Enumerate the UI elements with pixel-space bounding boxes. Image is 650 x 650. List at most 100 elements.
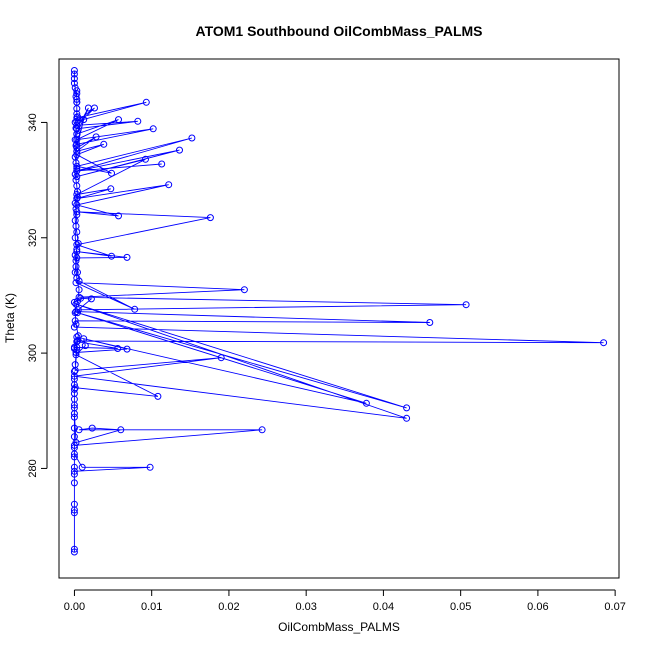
data-point (73, 343, 81, 351)
data-point (72, 222, 80, 230)
data-point (92, 133, 100, 141)
data-point (115, 212, 122, 220)
data-point (72, 176, 80, 184)
data-point (154, 392, 162, 400)
y-tick-label: 280 (27, 459, 39, 477)
data-point (70, 479, 78, 487)
data-point (73, 165, 81, 173)
data-point (75, 426, 83, 434)
y-tick-label: 340 (27, 113, 39, 131)
data-point (87, 295, 95, 303)
data-point (149, 125, 157, 133)
data-point (217, 354, 225, 362)
data-point (71, 268, 79, 276)
data-point (74, 297, 81, 305)
data-point (75, 286, 83, 294)
data-point (70, 470, 78, 478)
data-point (71, 118, 79, 126)
data-point (117, 426, 125, 434)
data-point (462, 301, 470, 309)
data-point (188, 134, 196, 142)
data-point (134, 117, 142, 125)
data-point (74, 332, 82, 340)
data-point (73, 130, 81, 138)
data-point (70, 509, 78, 517)
data-point (123, 345, 131, 353)
data-point (72, 257, 80, 265)
data-point (426, 319, 434, 326)
data-point (70, 545, 78, 553)
data-point (258, 426, 266, 434)
y-axis: 280 300 320 340 (27, 113, 48, 478)
data-point (600, 339, 608, 347)
data-point (70, 453, 78, 461)
data-point (71, 384, 79, 392)
y-tick-label: 320 (27, 229, 39, 247)
data-point (70, 79, 78, 87)
data-point (73, 140, 81, 148)
data-point (71, 84, 79, 92)
data-point (70, 67, 78, 74)
data-point (70, 413, 78, 421)
x-tick-label: 0.04 (373, 601, 394, 613)
data-point (70, 343, 78, 351)
chart-title: ATOM1 Southbound OilCombMass_PALMS (196, 23, 483, 39)
data-point (131, 305, 139, 313)
data-point (71, 309, 79, 317)
series-layer (70, 67, 608, 556)
data-point (142, 98, 150, 106)
data-point (114, 345, 122, 352)
x-tick-label: 0.06 (527, 601, 548, 613)
x-axis-label: OilCombMass_PALMS (278, 620, 400, 634)
data-point (206, 214, 214, 222)
data-point (70, 368, 78, 376)
data-point (70, 70, 78, 78)
data-point (74, 188, 81, 196)
data-point (158, 160, 166, 168)
data-point (70, 410, 78, 418)
data-point (146, 463, 154, 471)
data-point (91, 104, 98, 112)
x-tick-label: 0.01 (141, 601, 162, 613)
data-point (70, 500, 78, 508)
x-axis: 0.00 0.01 0.02 0.03 0.04 0.05 0.06 0.07 (64, 589, 626, 613)
x-tick-label: 0.03 (295, 601, 316, 613)
data-point (403, 404, 411, 412)
data-point (74, 113, 81, 121)
data-point (81, 342, 89, 350)
data-point (71, 199, 79, 207)
data-point (71, 361, 79, 369)
data-point (70, 381, 78, 389)
y-tick-label: 300 (27, 344, 39, 362)
data-point (108, 169, 115, 177)
data-point (71, 153, 79, 161)
data-point (70, 467, 78, 475)
data-point (70, 75, 78, 83)
data-point (72, 439, 80, 446)
data-point (142, 155, 149, 163)
x-tick-label: 0.05 (450, 601, 471, 613)
data-point (73, 211, 81, 219)
data-point (80, 335, 88, 343)
y-axis-label: Theta (K) (3, 293, 17, 343)
data-point (74, 309, 81, 317)
series-line (73, 70, 604, 552)
data-point (100, 140, 108, 148)
data-point (240, 286, 248, 294)
data-point (72, 93, 80, 100)
data-point (78, 463, 86, 471)
data-point (403, 414, 411, 422)
data-point (165, 181, 173, 189)
data-point (108, 252, 115, 260)
data-point (70, 463, 78, 471)
data-point (73, 110, 81, 118)
data-point (80, 116, 88, 124)
data-point (362, 399, 370, 407)
data-point (70, 401, 78, 409)
data-point (71, 234, 79, 242)
data-point (72, 320, 80, 328)
data-point (72, 142, 80, 149)
data-point (75, 293, 83, 301)
x-tick-label: 0.02 (218, 601, 239, 613)
